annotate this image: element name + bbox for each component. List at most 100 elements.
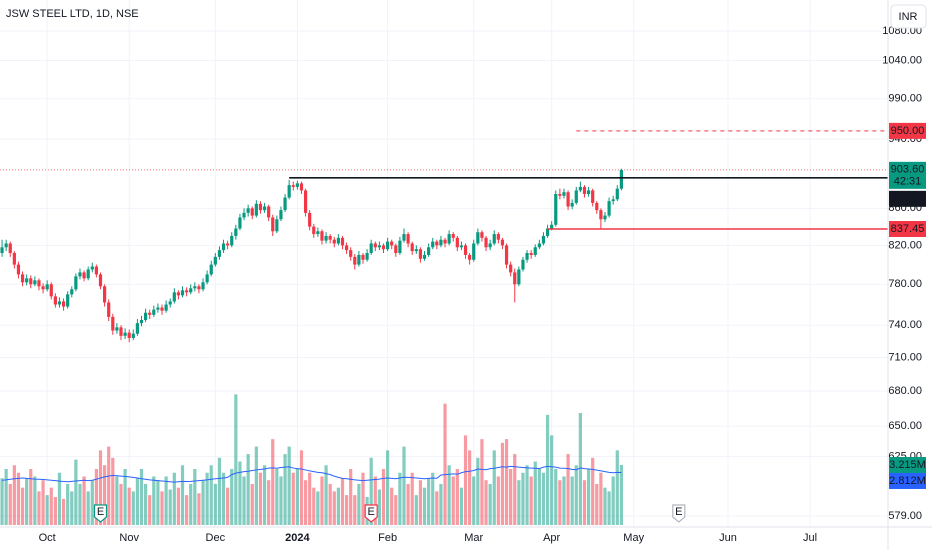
- candle-body: [312, 226, 316, 235]
- volume-bar: [488, 483, 492, 525]
- volume-bar: [168, 489, 172, 525]
- candle-body: [209, 264, 213, 275]
- volume-bar: [599, 472, 603, 525]
- currency-button[interactable]: [890, 4, 927, 29]
- volume-bar: [480, 439, 484, 525]
- volume-bar: [357, 483, 361, 525]
- candle-body: [246, 208, 250, 213]
- candle-body: [12, 253, 16, 265]
- candle-body: [529, 253, 533, 255]
- volume-bar: [295, 469, 299, 525]
- candle-body: [574, 190, 578, 203]
- candle-body: [295, 183, 299, 187]
- volume-bar: [541, 472, 546, 525]
- candle-body: [431, 241, 435, 248]
- volume-bar: [291, 472, 295, 525]
- x-tick-label: Apr: [543, 532, 560, 544]
- candle-body: [61, 301, 66, 307]
- volume-bar: [578, 413, 582, 525]
- volume-bar: [254, 446, 258, 525]
- candle-body: [439, 239, 443, 246]
- volume-bar: [390, 487, 394, 525]
- volume-bar: [213, 483, 217, 525]
- volume-bar: [595, 483, 599, 525]
- candle-body: [90, 266, 94, 270]
- candle-body: [332, 239, 336, 244]
- x-tick-label: Feb: [378, 532, 397, 544]
- volume-bar: [20, 487, 25, 525]
- candle-body: [607, 201, 611, 216]
- candle-body: [66, 294, 70, 307]
- volume-bar: [312, 487, 316, 525]
- candle-body: [291, 185, 295, 187]
- candle-body: [603, 215, 607, 220]
- volume-bar: [611, 476, 615, 525]
- candle-body: [488, 243, 492, 248]
- price-pane: [0, 130, 888, 343]
- volume-bar: [468, 450, 472, 525]
- volume-bar: [349, 469, 353, 525]
- volume-bar: [242, 476, 246, 525]
- volume-bar: [299, 450, 304, 525]
- volume-bar: [509, 469, 513, 525]
- volume-bar: [234, 394, 238, 525]
- candle-body: [533, 247, 537, 255]
- volume-bar: [279, 476, 283, 525]
- candle-body: [377, 245, 381, 248]
- volume-bar: [500, 442, 505, 525]
- volume-bar: [414, 495, 418, 525]
- volume-bar: [332, 491, 336, 525]
- volume-bar: [336, 487, 340, 525]
- volume-bar: [406, 483, 410, 525]
- candle-body: [562, 192, 566, 196]
- candle-body: [480, 232, 484, 238]
- volume-bar: [78, 483, 82, 525]
- volume-bar: [558, 480, 562, 525]
- currency-label[interactable]: INR: [899, 11, 918, 23]
- candle-body: [422, 254, 427, 259]
- level-label: 894.35: [891, 193, 925, 205]
- x-tick-label: Mar: [464, 532, 483, 544]
- candle-body: [213, 256, 217, 265]
- candle-body: [570, 202, 574, 207]
- candle-body: [381, 245, 386, 250]
- candle-body: [185, 290, 189, 293]
- candle-body: [189, 288, 193, 293]
- volume-bar: [422, 487, 427, 525]
- volume-bar: [603, 487, 607, 525]
- candle-body: [238, 217, 242, 229]
- candle-body: [86, 269, 90, 279]
- x-tick-label: Nov: [119, 532, 139, 544]
- volume-bar: [90, 480, 94, 525]
- volume-bar: [185, 495, 189, 525]
- level-box: [889, 190, 926, 207]
- volume-bar: [418, 480, 423, 525]
- volume-bar: [447, 465, 451, 525]
- candle-body: [226, 243, 230, 246]
- candle-body: [258, 203, 263, 211]
- volume-bar: [537, 469, 541, 525]
- candle-body: [74, 276, 78, 290]
- candle-body: [476, 232, 480, 244]
- candle-body: [541, 235, 546, 244]
- candle-body: [521, 259, 525, 270]
- y-tick-label: 650.00: [888, 420, 922, 432]
- candle-body: [443, 239, 447, 244]
- candle-body: [504, 245, 509, 265]
- volume-bar: [435, 491, 439, 525]
- candle-body: [283, 197, 287, 211]
- volume-bar: [451, 476, 455, 525]
- candle-body: [459, 245, 464, 248]
- level-box: [889, 122, 926, 139]
- volume-bar: [525, 465, 529, 525]
- candle-body: [394, 245, 398, 254]
- volume-ma-line: [2, 465, 622, 483]
- volume-bar: [172, 472, 176, 525]
- volume-bar: [217, 457, 222, 525]
- volume-bar: [25, 478, 29, 525]
- last-price-label: 903.60: [891, 164, 925, 176]
- volume-bar: [431, 472, 435, 525]
